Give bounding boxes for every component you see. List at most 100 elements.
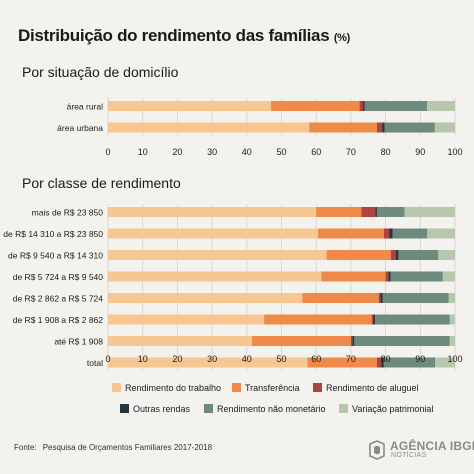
bar-segment bbox=[442, 271, 455, 282]
bar-segment bbox=[427, 228, 455, 239]
legend-swatch bbox=[313, 383, 322, 392]
bar-segment bbox=[108, 271, 322, 282]
bar-segment bbox=[438, 250, 455, 260]
bar-segment bbox=[380, 293, 383, 303]
x-tick-label: 60 bbox=[311, 147, 321, 157]
bar-segment bbox=[264, 314, 372, 325]
bar-segment bbox=[108, 336, 253, 346]
bar-segment bbox=[378, 293, 381, 303]
bar-segment bbox=[375, 314, 450, 325]
bar-segment bbox=[363, 101, 365, 111]
logo-wordmark: AGÊNCIA IBGE bbox=[390, 439, 474, 453]
source-note: Fonte: Pesquisa de Orçamentos Familiares … bbox=[14, 443, 212, 452]
bar-segment bbox=[321, 271, 386, 282]
x-tick-label: 50 bbox=[276, 147, 286, 157]
bar-segment bbox=[309, 122, 377, 133]
bar-segment bbox=[382, 122, 385, 133]
ibge-logo-icon bbox=[369, 440, 385, 460]
bar-segment bbox=[364, 101, 428, 111]
bar-segment bbox=[326, 250, 391, 260]
bar-segment bbox=[390, 250, 397, 260]
bar-segment bbox=[404, 207, 455, 217]
x-tick-label: 30 bbox=[207, 354, 217, 364]
bar-segment bbox=[359, 101, 364, 111]
x-tick-label: 0 bbox=[105, 354, 110, 364]
bar-segment bbox=[302, 293, 379, 303]
bar-segment bbox=[108, 228, 318, 239]
bar-segment bbox=[449, 336, 455, 346]
legend-swatch bbox=[112, 383, 121, 392]
bar-segment bbox=[316, 207, 362, 217]
category-label: de R$ 5 724 a R$ 9 540 bbox=[13, 272, 104, 282]
bar-segment bbox=[317, 228, 384, 239]
bar-segment bbox=[376, 122, 383, 133]
bar-segment bbox=[271, 101, 360, 111]
x-tick-label: 80 bbox=[381, 354, 391, 364]
bar-segment bbox=[427, 101, 455, 111]
bar-segment bbox=[108, 314, 265, 325]
bar-segment bbox=[376, 357, 382, 368]
x-tick-label: 70 bbox=[346, 354, 356, 364]
bar-segment bbox=[396, 250, 399, 260]
agency-logo: AGÊNCIA IBGE NOTÍCIAS bbox=[368, 439, 474, 467]
x-tick-label: 10 bbox=[138, 354, 148, 364]
panel-subtitle: Por classe de rendimento bbox=[22, 175, 181, 191]
x-tick-label: 20 bbox=[172, 147, 182, 157]
legend-label: Rendimento não monetário bbox=[217, 404, 326, 414]
bar-segment bbox=[381, 357, 384, 368]
bar-segment bbox=[385, 271, 389, 282]
legend-label: Transferência bbox=[245, 383, 300, 393]
x-tick-label: 100 bbox=[447, 147, 462, 157]
bar-segment bbox=[384, 122, 435, 133]
bar-segment bbox=[361, 207, 376, 217]
category-label: de R$ 9 540 a R$ 14 310 bbox=[8, 251, 103, 261]
bar-segment bbox=[392, 228, 428, 239]
bar-segment bbox=[371, 314, 374, 325]
panel-subtitle: Por situação de domicílio bbox=[22, 64, 179, 80]
x-tick-label: 90 bbox=[415, 147, 425, 157]
legend-swatch bbox=[204, 404, 213, 413]
bar-segment bbox=[390, 271, 443, 282]
bar-segment bbox=[307, 357, 377, 368]
x-tick-label: 10 bbox=[138, 147, 148, 157]
category-label: área urbana bbox=[57, 123, 103, 133]
x-tick-label: 100 bbox=[447, 354, 462, 364]
x-tick-label: 80 bbox=[381, 147, 391, 157]
x-tick-label: 20 bbox=[172, 354, 182, 364]
x-tick-label: 0 bbox=[105, 147, 110, 157]
category-label: área rural bbox=[67, 102, 103, 112]
bar-segment bbox=[449, 314, 455, 325]
bar-segment bbox=[108, 101, 272, 111]
legend-label: Outras rendas bbox=[133, 404, 191, 414]
category-label: mais de R$ 23 850 bbox=[32, 208, 104, 218]
bar-segment bbox=[434, 122, 455, 133]
category-label: até R$ 1 908 bbox=[54, 337, 103, 347]
bar-segment bbox=[108, 207, 317, 217]
bar-segment bbox=[388, 271, 391, 282]
bar-segment bbox=[383, 228, 390, 239]
source-label: Fonte: bbox=[14, 443, 37, 452]
legend-label: Variação patrimonial bbox=[352, 404, 433, 414]
x-tick-label: 30 bbox=[207, 147, 217, 157]
x-tick-label: 50 bbox=[276, 354, 286, 364]
bar-segment bbox=[448, 293, 455, 303]
bar-segment bbox=[382, 293, 449, 303]
category-label: de R$ 14 310 a R$ 23 850 bbox=[3, 229, 103, 239]
x-tick-label: 90 bbox=[415, 354, 425, 364]
bar-segment bbox=[350, 336, 353, 346]
bar-segment bbox=[108, 250, 327, 260]
legend-label: Rendimento do trabalho bbox=[125, 383, 221, 393]
chart-title: Distribuição do rendimento das famílias … bbox=[18, 26, 350, 46]
legend-swatch bbox=[232, 383, 241, 392]
x-tick-label: 40 bbox=[242, 147, 252, 157]
legend-label: Rendimento de aluguel bbox=[326, 383, 419, 393]
source-text: Pesquisa de Orçamentos Familiares 2017-2… bbox=[42, 443, 213, 452]
legend-swatch bbox=[339, 404, 348, 413]
legend-swatch bbox=[120, 404, 129, 413]
bar-segment bbox=[108, 293, 303, 303]
bar-segment bbox=[389, 228, 393, 239]
chart-title-text: Distribuição do rendimento das famílias bbox=[18, 26, 330, 45]
category-label: de R$ 1 908 a R$ 2 862 bbox=[13, 315, 104, 325]
bar-segment bbox=[376, 207, 405, 217]
